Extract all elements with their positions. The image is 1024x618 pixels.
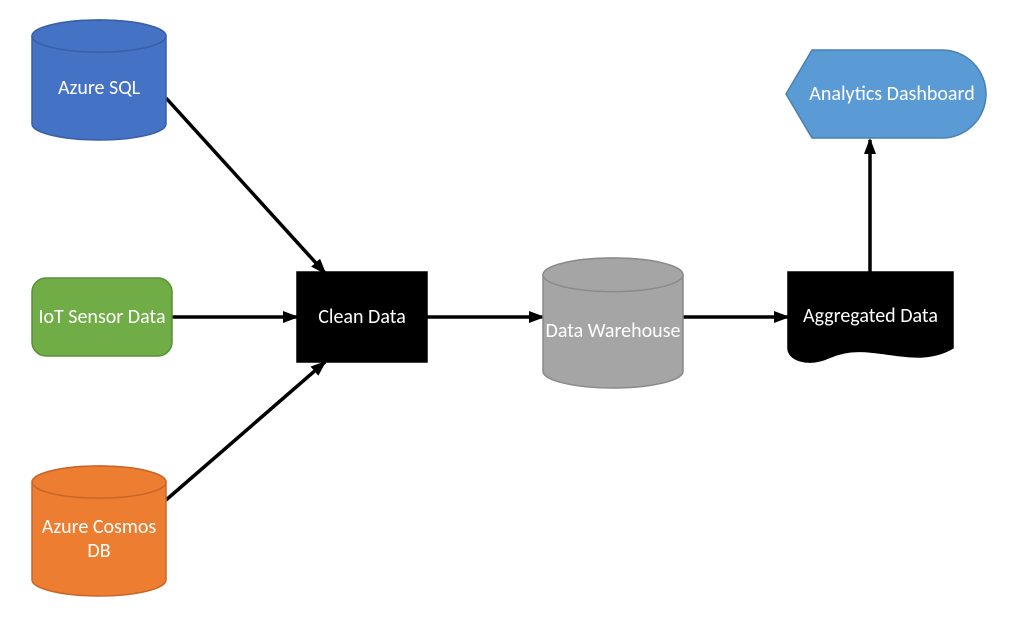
edge-azure_sql-to-clean_data [166, 98, 325, 273]
edge-cosmos_db-to-clean_data [166, 362, 325, 500]
diagram-canvas [0, 0, 1024, 618]
